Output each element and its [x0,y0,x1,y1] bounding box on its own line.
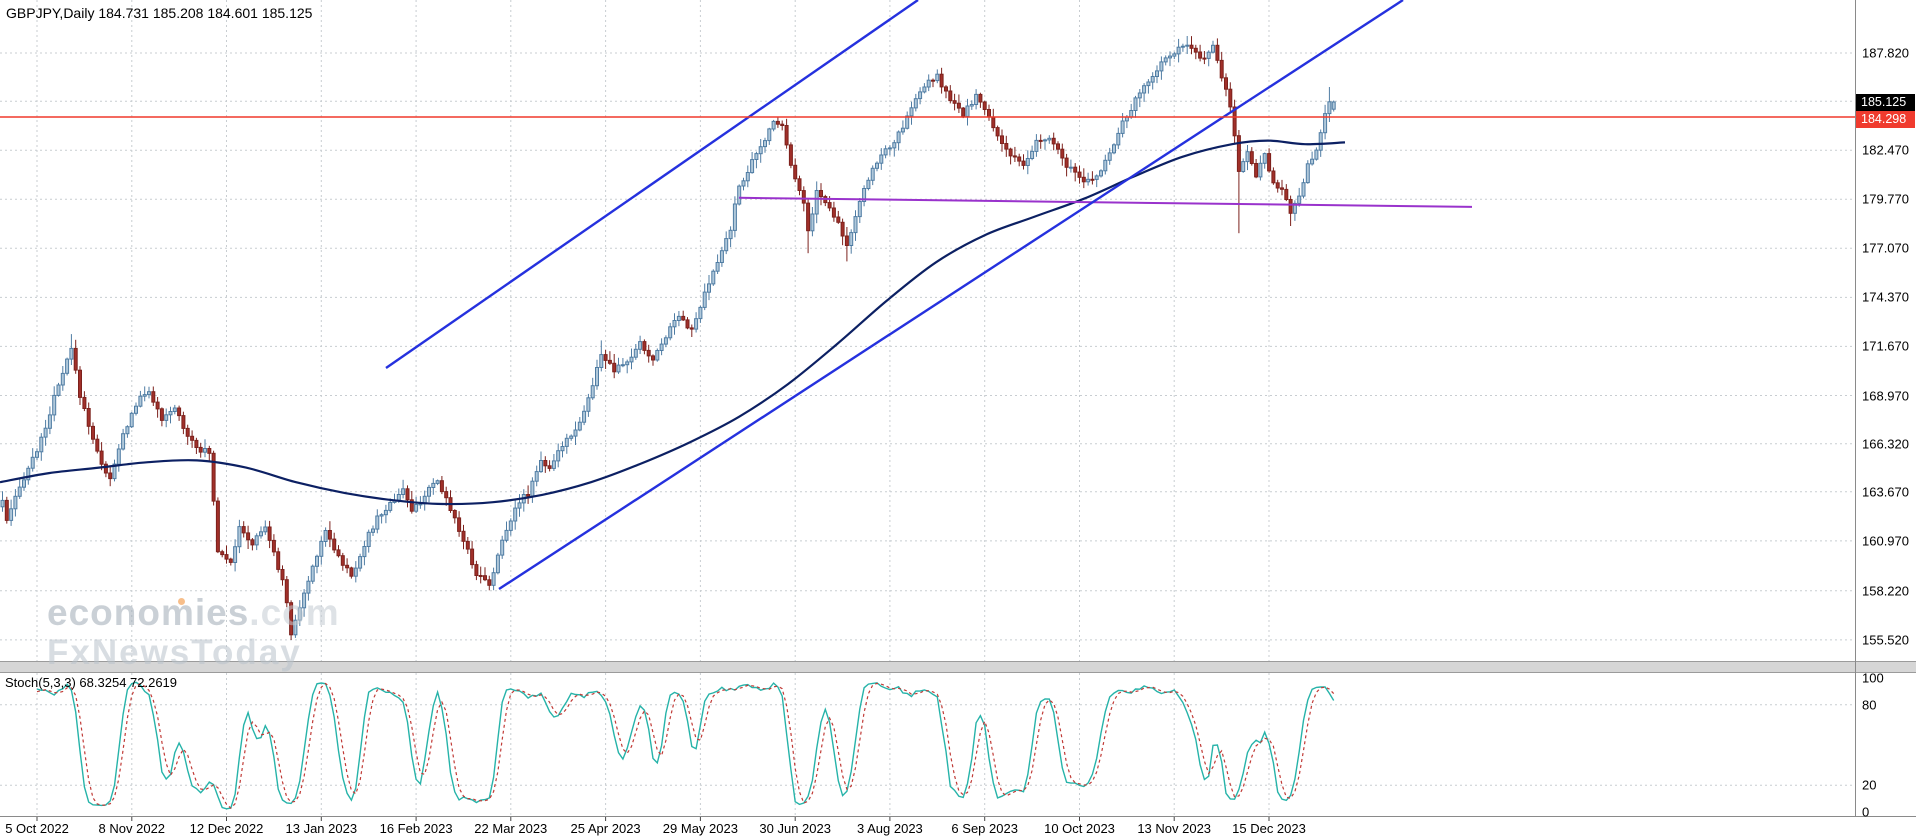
price-axis-label: 163.670 [1862,484,1909,500]
date-axis-label: 29 May 2023 [662,821,738,836]
horizontal-support-line[interactable] [738,196,1473,208]
date-axis-label: 12 Dec 2022 [189,821,264,836]
channel-lower-trendline[interactable] [498,0,1404,591]
grid-lines [0,0,1855,816]
current-price-badge: 185.125 [1856,94,1915,111]
stoch-axis-label: 20 [1862,777,1877,793]
chart-ohlc-title: GBPJPY,Daily 184.731 185.208 184.601 185… [6,5,313,21]
axis-borders [0,0,1916,817]
price-axis-label: 155.520 [1862,632,1909,648]
price-axis-label: 174.370 [1862,289,1909,305]
panel-separator[interactable] [0,661,1916,673]
time-axis[interactable] [0,816,1855,840]
price-axis-label: 171.670 [1862,338,1909,354]
stoch-axis-label: 0 [1862,804,1870,820]
price-axis-label: 177.070 [1862,240,1909,256]
date-axis-label: 22 Mar 2023 [474,821,548,836]
stoch-axis-label: 100 [1862,670,1884,686]
channel-trendlines[interactable] [385,0,1404,591]
channel-upper-trendline[interactable] [385,0,919,369]
price-axis-label: 182.470 [1862,142,1909,158]
date-axis-label: 5 Oct 2022 [5,821,69,836]
price-axis-label: 187.820 [1862,45,1909,61]
price-axis-label: 166.320 [1862,436,1909,452]
price-axis-label: 179.770 [1862,191,1909,207]
date-axis-label: 25 Apr 2023 [570,821,641,836]
date-axis-label: 13 Jan 2023 [285,821,358,836]
stoch-axis-label: 80 [1862,697,1877,713]
stoch-indicator-label: Stoch(5,3,3) 68.3254 72.2619 [5,675,178,690]
stoch-d-line [36,682,1335,809]
date-axis-label: 6 Sep 2023 [951,821,1018,836]
stochastic-lines [36,681,1335,810]
price-axis-label: 168.970 [1862,388,1909,403]
alert-price-badge: 184.298 [1856,111,1915,128]
date-axis-label: 15 Dec 2023 [1232,821,1306,836]
date-axis-label: 30 Jun 2023 [759,821,831,836]
candlesticks[interactable] [0,36,1336,640]
time-axis-ticks [36,817,1270,821]
date-axis-label: 10 Oct 2023 [1044,821,1115,836]
date-axis-label: 3 Aug 2023 [856,821,923,836]
date-axis-label: 16 Feb 2023 [379,821,453,836]
price-axis-label: 158.220 [1862,583,1909,599]
moving-average-line[interactable] [0,139,1346,506]
price-axis-label: 160.970 [1862,533,1909,549]
date-axis-label: 8 Nov 2022 [98,821,166,836]
stoch-k-line [36,681,1335,810]
date-axis-label: 13 Nov 2023 [1137,821,1212,836]
